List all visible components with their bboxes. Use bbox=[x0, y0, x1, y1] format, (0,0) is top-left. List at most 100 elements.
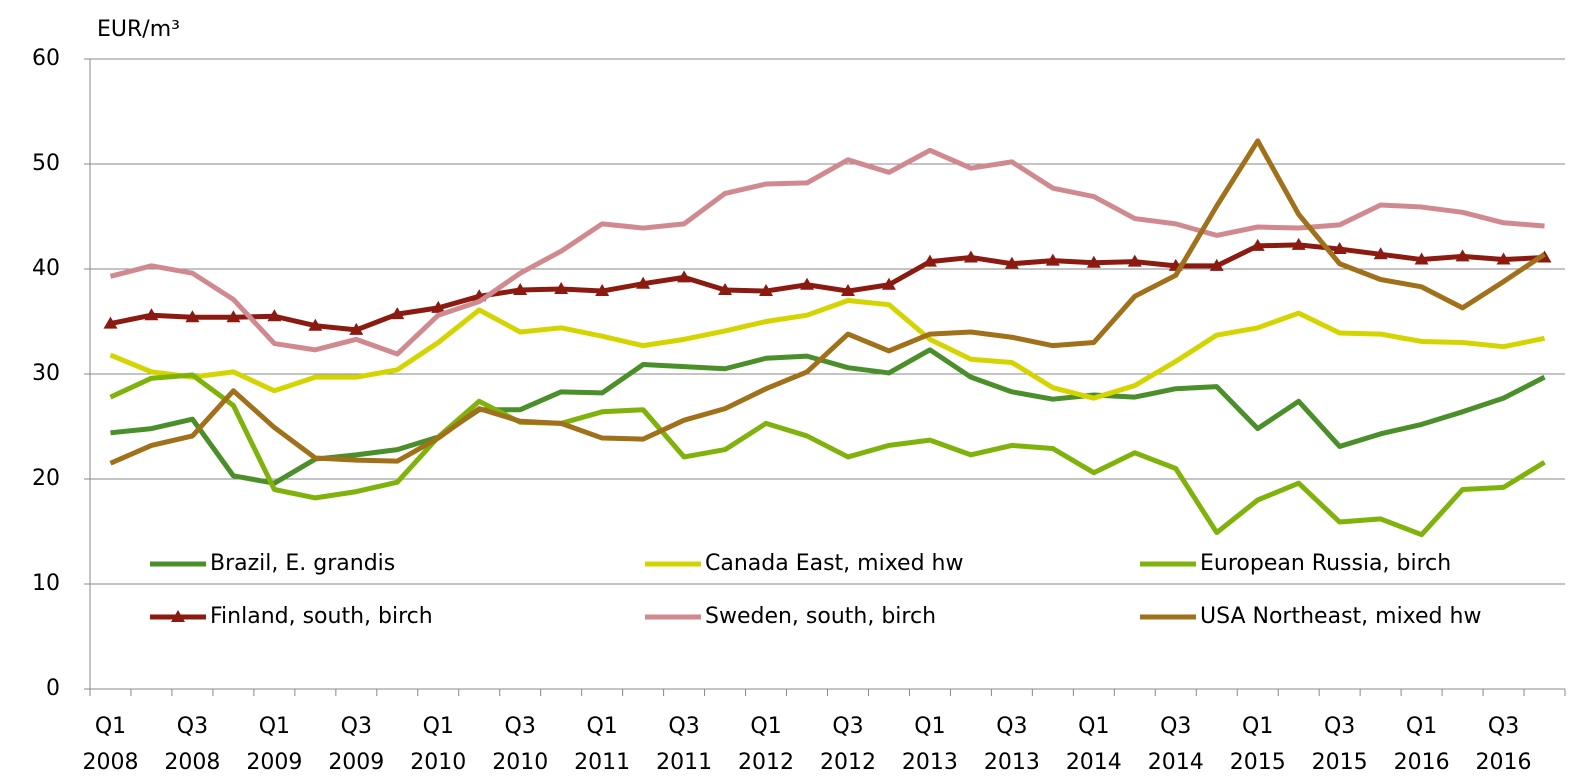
x-tick-label: Q1 2011 bbox=[574, 714, 630, 775]
x-tick-label-line: 2013 bbox=[902, 750, 958, 775]
series-line bbox=[109, 242, 1545, 333]
y-tick-label: 10 bbox=[32, 571, 60, 596]
x-tick-label: Q1 2012 bbox=[738, 714, 794, 775]
x-tick-label-line: 2011 bbox=[574, 750, 630, 775]
series-marker bbox=[677, 270, 692, 283]
x-tick-label-line: 2008 bbox=[164, 750, 220, 775]
x-tick-label-line: 2013 bbox=[984, 750, 1040, 775]
series-marker bbox=[226, 310, 241, 323]
series-marker bbox=[1209, 258, 1224, 271]
x-tick-label-line: Q3 bbox=[177, 714, 208, 739]
x-tick-label-line: 2012 bbox=[820, 750, 876, 775]
y-tick-label: 30 bbox=[32, 361, 60, 386]
legend-label: Canada East, mixed hw bbox=[705, 551, 963, 576]
legend-marker bbox=[171, 610, 185, 622]
series-marker bbox=[513, 283, 528, 295]
y-tick-label: 50 bbox=[32, 151, 60, 176]
x-tick-label-line: Q1 bbox=[750, 714, 781, 739]
series-marker bbox=[759, 284, 774, 297]
x-tick-label: Q3 2015 bbox=[1312, 714, 1368, 775]
x-tick-label: Q3 2013 bbox=[984, 714, 1040, 775]
series-marker bbox=[636, 276, 651, 289]
x-tick-label-line: 2015 bbox=[1312, 750, 1368, 775]
legend-label: Finland, south, birch bbox=[210, 604, 433, 629]
series-marker bbox=[431, 300, 446, 313]
x-tick-label: Q1 2013 bbox=[902, 714, 958, 775]
series-marker bbox=[1496, 252, 1511, 265]
x-tick-label-line: 2016 bbox=[1394, 750, 1450, 775]
x-tick-label-line: 2009 bbox=[328, 750, 384, 775]
series-marker bbox=[185, 310, 200, 323]
series-marker bbox=[963, 250, 978, 263]
legend-label: Brazil, E. grandis bbox=[210, 551, 395, 576]
series-marker bbox=[595, 284, 610, 297]
x-tick-label: Q1 2008 bbox=[82, 714, 138, 775]
y-tick-label: 60 bbox=[32, 46, 60, 71]
x-tick-label: Q3 2014 bbox=[1148, 714, 1204, 775]
series-line bbox=[110, 347, 1546, 486]
series-marker bbox=[554, 281, 569, 294]
x-tick-label-line: Q1 bbox=[586, 714, 617, 739]
series-marker bbox=[922, 254, 937, 267]
series-marker bbox=[840, 284, 855, 297]
x-tick-label-line: 2014 bbox=[1066, 750, 1122, 775]
x-tick-label-line: Q1 bbox=[1242, 714, 1273, 739]
x-tick-label: Q3 2016 bbox=[1476, 714, 1532, 775]
x-tick-label-line: Q3 bbox=[668, 714, 699, 739]
x-tick-label: Q1 2016 bbox=[1394, 714, 1450, 775]
y-tick-label: 40 bbox=[32, 256, 60, 281]
series-marker bbox=[103, 316, 118, 329]
y-tick-label: 0 bbox=[46, 676, 60, 701]
x-tick-label: Q3 2011 bbox=[656, 714, 712, 775]
series-marker bbox=[1414, 252, 1429, 265]
x-tick-label-line: Q3 bbox=[832, 714, 863, 739]
series-line bbox=[109, 138, 1546, 466]
series-line bbox=[109, 372, 1546, 538]
x-tick-label-line: 2016 bbox=[1476, 750, 1532, 775]
series-line bbox=[109, 147, 1545, 357]
series-marker bbox=[144, 308, 159, 321]
series-marker bbox=[1045, 253, 1060, 266]
legend-label: USA Northeast, mixed hw bbox=[1200, 604, 1481, 629]
series-marker bbox=[1332, 242, 1347, 255]
x-tick-label-line: Q1 bbox=[1078, 714, 1109, 739]
series-marker bbox=[1455, 249, 1470, 262]
x-tick-label: Q1 2015 bbox=[1230, 714, 1286, 775]
x-tick-label: Q1 2014 bbox=[1066, 714, 1122, 775]
x-tick-label-line: 2014 bbox=[1148, 750, 1204, 775]
series-marker bbox=[1250, 238, 1265, 251]
x-tick-label-line: Q1 bbox=[1406, 714, 1437, 739]
x-tick-label-line: Q3 bbox=[1324, 714, 1355, 739]
x-tick-label-line: 2011 bbox=[656, 750, 712, 775]
x-tick-label-line: 2008 bbox=[82, 750, 138, 775]
x-tick-label-line: 2010 bbox=[410, 750, 466, 775]
x-tick-label-line: Q1 bbox=[95, 714, 126, 739]
x-tick-label: Q3 2010 bbox=[492, 714, 548, 775]
y-tick-label: 20 bbox=[32, 466, 60, 491]
x-tick-label: Q3 2009 bbox=[328, 714, 384, 775]
series-line bbox=[109, 298, 1546, 401]
series-marker bbox=[1127, 254, 1142, 267]
y-axis-unit: EUR/m³ bbox=[97, 17, 180, 42]
x-tick-label-line: 2009 bbox=[246, 750, 302, 775]
x-tick-label-line: Q3 bbox=[341, 714, 372, 739]
x-tick-label-line: 2012 bbox=[738, 750, 794, 775]
series-marker bbox=[308, 318, 323, 331]
x-tick-label: Q3 2008 bbox=[164, 714, 220, 775]
x-tick-label-line: Q1 bbox=[914, 714, 945, 739]
series-marker bbox=[881, 277, 896, 290]
x-tick-label-line: 2015 bbox=[1230, 750, 1286, 775]
series-marker bbox=[1291, 237, 1306, 250]
series-marker bbox=[1373, 247, 1388, 260]
series-marker bbox=[718, 283, 733, 295]
x-tick-label: Q1 2010 bbox=[410, 714, 466, 775]
series-marker bbox=[1086, 255, 1101, 268]
legend-label: Sweden, south, birch bbox=[705, 604, 936, 629]
series-marker bbox=[800, 277, 815, 290]
x-tick-label-line: Q1 bbox=[259, 714, 290, 739]
series-marker bbox=[390, 307, 405, 320]
legend-label: European Russia, birch bbox=[1200, 551, 1451, 576]
x-tick-label-line: Q3 bbox=[1160, 714, 1191, 739]
series-marker bbox=[267, 309, 282, 322]
